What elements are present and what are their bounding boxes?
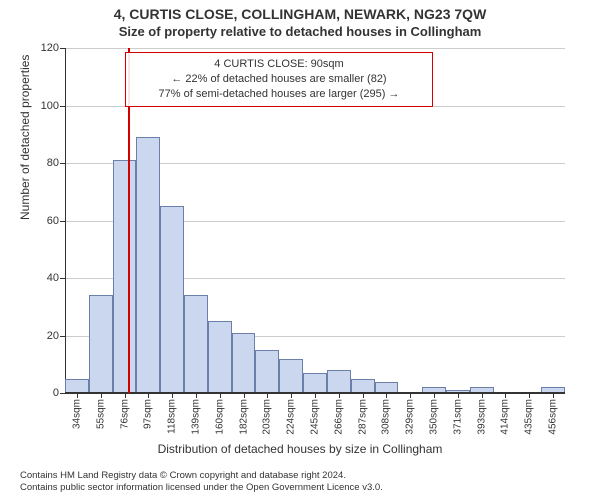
y-axis: [65, 48, 66, 393]
footnote-line-2: Contains public sector information licen…: [20, 482, 588, 494]
x-tick-label: 55sqm: [95, 399, 106, 429]
x-tick-mark: [196, 393, 197, 398]
histogram-bar: [232, 333, 256, 393]
x-tick-mark: [529, 393, 530, 398]
x-tick-label: 203sqm: [262, 399, 273, 435]
histogram-bar: [184, 295, 208, 393]
histogram-bar: [351, 379, 375, 393]
chart-title-address: 4, CURTIS CLOSE, COLLINGHAM, NEWARK, NG2…: [0, 6, 600, 22]
histogram-bar: [327, 370, 351, 393]
x-tick-mark: [267, 393, 268, 398]
x-tick-label: 76sqm: [119, 399, 130, 429]
x-tick-label: 456sqm: [548, 399, 559, 435]
x-tick-mark: [482, 393, 483, 398]
x-tick-label: 266sqm: [333, 399, 344, 435]
y-tick-mark: [60, 393, 65, 394]
y-tick-label: 100: [41, 100, 59, 112]
x-tick-mark: [553, 393, 554, 398]
footnote-line-1: Contains HM Land Registry data © Crown c…: [20, 470, 588, 482]
histogram-bar: [208, 321, 232, 393]
y-tick-label: 20: [47, 330, 59, 342]
x-tick-label: 139sqm: [190, 399, 201, 435]
x-tick-mark: [291, 393, 292, 398]
x-tick-mark: [315, 393, 316, 398]
callout-box: 4 CURTIS CLOSE: 90sqm← 22% of detached h…: [125, 52, 433, 107]
x-tick-label: 97sqm: [143, 399, 154, 429]
x-tick-mark: [505, 393, 506, 398]
x-tick-mark: [148, 393, 149, 398]
x-tick-label: 224sqm: [286, 399, 297, 435]
x-tick-label: 414sqm: [500, 399, 511, 435]
x-tick-label: 34sqm: [71, 399, 82, 429]
footnote: Contains HM Land Registry data © Crown c…: [20, 470, 588, 494]
histogram-bar: [279, 359, 303, 394]
x-tick-mark: [220, 393, 221, 398]
histogram-bar: [113, 160, 137, 393]
x-tick-label: 393sqm: [476, 399, 487, 435]
x-tick-label: 435sqm: [524, 399, 535, 435]
x-tick-label: 371sqm: [452, 399, 463, 435]
callout-line: ← 22% of detached houses are smaller (82…: [134, 72, 424, 87]
histogram-bar: [89, 295, 113, 393]
y-tick-label: 60: [47, 215, 59, 227]
x-tick-mark: [172, 393, 173, 398]
histogram-bar: [255, 350, 279, 393]
x-tick-mark: [101, 393, 102, 398]
x-tick-label: 245sqm: [310, 399, 321, 435]
x-tick-label: 160sqm: [214, 399, 225, 435]
x-tick-label: 350sqm: [429, 399, 440, 435]
x-tick-mark: [434, 393, 435, 398]
x-tick-mark: [125, 393, 126, 398]
x-tick-label: 308sqm: [381, 399, 392, 435]
x-tick-label: 287sqm: [357, 399, 368, 435]
x-tick-mark: [386, 393, 387, 398]
histogram-bar: [303, 373, 327, 393]
x-tick-mark: [77, 393, 78, 398]
y-tick-label: 120: [41, 42, 59, 54]
x-axis-label: Distribution of detached houses by size …: [0, 442, 600, 456]
x-tick-mark: [244, 393, 245, 398]
plot-area: 02040608010012034sqm55sqm76sqm97sqm118sq…: [65, 48, 565, 393]
histogram-bar: [65, 379, 89, 393]
callout-line: 77% of semi-detached houses are larger (…: [134, 87, 424, 102]
y-tick-label: 0: [53, 387, 59, 399]
x-axis: [65, 392, 565, 393]
chart-container: 4, CURTIS CLOSE, COLLINGHAM, NEWARK, NG2…: [0, 0, 600, 500]
x-tick-mark: [339, 393, 340, 398]
x-tick-label: 182sqm: [238, 399, 249, 435]
x-tick-mark: [410, 393, 411, 398]
y-tick-label: 40: [47, 272, 59, 284]
x-tick-mark: [363, 393, 364, 398]
chart-title-subtitle: Size of property relative to detached ho…: [0, 24, 600, 39]
callout-line: 4 CURTIS CLOSE: 90sqm: [134, 57, 424, 72]
histogram-bar: [136, 137, 160, 393]
x-tick-label: 118sqm: [167, 399, 178, 434]
histogram-bar: [160, 206, 184, 393]
y-axis-label: Number of detached properties: [18, 55, 32, 220]
y-tick-label: 80: [47, 157, 59, 169]
x-tick-label: 329sqm: [405, 399, 416, 435]
gridline: [65, 48, 565, 49]
x-tick-mark: [458, 393, 459, 398]
